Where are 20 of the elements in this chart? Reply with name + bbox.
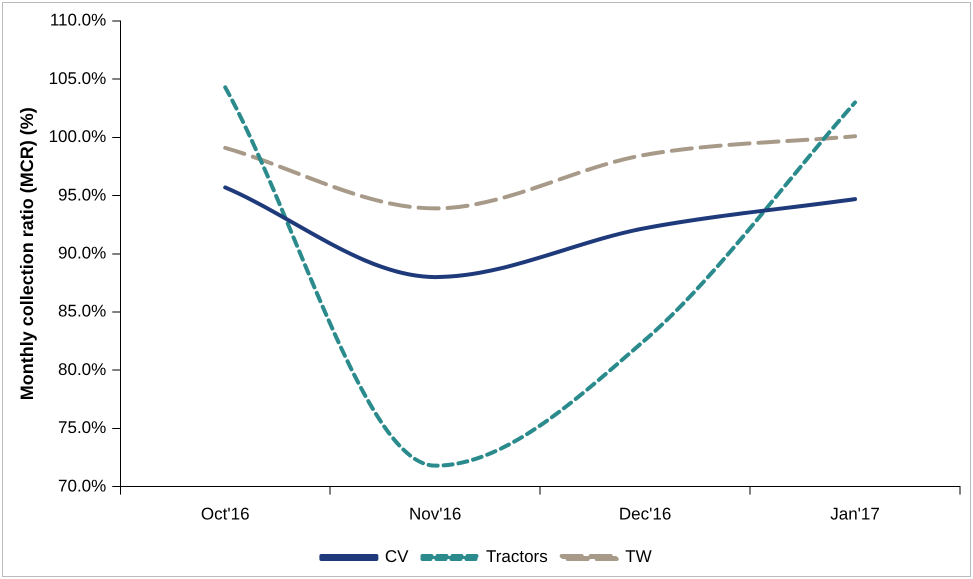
legend-label: Tractors	[486, 547, 548, 566]
y-tick-label: 110.0%	[50, 10, 106, 30]
y-tick-label: 90.0%	[58, 243, 106, 262]
y-tick-label: 70.0%	[58, 476, 106, 496]
line-series	[223, 185, 858, 280]
x-tick-label: Jan'17	[830, 504, 880, 524]
x-tick-label: Nov'16	[408, 504, 462, 524]
y-tick-label: 80.0%	[58, 360, 106, 379]
x-tick-label: Dec'16	[618, 504, 672, 524]
y-tick-label: 105.0%	[48, 68, 106, 88]
y-tick-label: 85.0%	[58, 302, 106, 321]
y-tick-label: 100.0%	[48, 127, 106, 146]
legend-label: CV	[384, 547, 410, 566]
line-series	[223, 85, 858, 468]
y-tick-label: 75.0%	[58, 418, 106, 438]
y-axis-title: Monthly collection ratio (MCR) (%)	[16, 107, 37, 400]
legend-label: TW	[625, 547, 652, 566]
y-tick-label: 95.0%	[58, 185, 106, 204]
x-tick-label: Oct'16	[200, 504, 250, 524]
line-series	[223, 134, 858, 210]
